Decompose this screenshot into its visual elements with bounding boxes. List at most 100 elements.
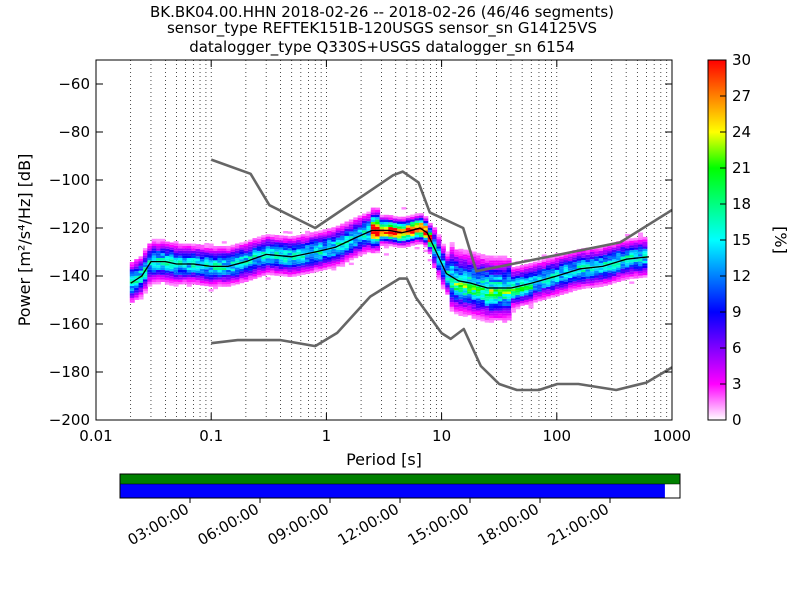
heatmap-cell (326, 249, 332, 253)
heatmap-cell (142, 281, 148, 285)
heatmap-cell (581, 272, 587, 275)
heatmap-cell (467, 305, 473, 309)
heatmap-cell (291, 271, 297, 275)
heatmap-cell (388, 234, 394, 237)
heatmap-cell (414, 234, 420, 238)
heatmap-cell (528, 306, 534, 309)
heatmap-cell (383, 241, 389, 244)
heatmap-cell (515, 273, 521, 276)
heatmap-cell (506, 265, 512, 268)
heatmap-cell (204, 281, 210, 284)
heatmap-cell (572, 257, 578, 260)
heatmap-cell (173, 241, 179, 244)
heatmap-cell (296, 235, 302, 238)
heatmap-cell (427, 249, 433, 252)
heatmap-cell (305, 264, 311, 267)
heatmap-cell (370, 246, 376, 249)
heatmap-cell (563, 276, 569, 280)
heatmap-cell (287, 262, 293, 266)
heatmap-cell (638, 246, 644, 250)
heatmap-cell (462, 283, 468, 286)
heatmap-cell (603, 278, 608, 282)
heatmap-cell (331, 265, 337, 269)
heatmap-cell (572, 283, 578, 287)
heatmap-cell (506, 298, 512, 302)
heatmap-cell (458, 275, 464, 278)
heatmap-cell (554, 260, 560, 263)
heatmap-cell (191, 279, 197, 282)
heatmap-cell (278, 244, 284, 248)
heatmap-cell (283, 259, 289, 263)
heatmap-cell (270, 236, 275, 240)
heatmap-cell (458, 248, 464, 252)
heatmap-cell (462, 290, 468, 293)
heatmap-cell (620, 263, 626, 267)
heatmap-cell (256, 272, 262, 275)
heatmap-cell (638, 232, 644, 235)
heatmap-cell (484, 305, 490, 309)
heatmap-cell (195, 258, 201, 261)
heatmap-cell (423, 237, 429, 241)
heatmap-cell (151, 246, 157, 249)
heatmap-cell (217, 284, 223, 287)
heatmap-cell (270, 270, 275, 273)
heatmap-cell (156, 265, 162, 268)
heatmap-cell (322, 231, 328, 235)
heatmap-cell (270, 241, 275, 245)
heatmap-cell (353, 231, 359, 235)
heatmap-cell (370, 210, 376, 213)
heatmap-cell (480, 275, 486, 279)
heatmap-cell (309, 249, 315, 252)
heatmap-cell (624, 267, 630, 270)
heatmap-cell (243, 277, 249, 280)
heatmap-cell (576, 251, 582, 254)
heatmap-cell (541, 254, 547, 257)
y-tick-label: −60 (58, 75, 90, 93)
heatmap-cell (362, 218, 367, 221)
heatmap-cell (221, 279, 227, 282)
heatmap-cell (243, 262, 249, 266)
heatmap-cell (423, 235, 429, 238)
heatmap-cell (515, 290, 521, 293)
time-tick-label: 21:00:00 (545, 500, 612, 549)
heatmap-cell (484, 315, 490, 318)
heatmap-cell (427, 242, 433, 245)
heatmap-cell (186, 248, 192, 251)
heatmap-cell (397, 243, 403, 246)
heatmap-cell (642, 236, 648, 240)
heatmap-cell (563, 262, 569, 265)
heatmap-cell (567, 289, 573, 293)
heatmap-cell (208, 262, 214, 266)
heatmap-cell (156, 267, 162, 270)
heatmap-cell (475, 308, 481, 311)
heatmap-cell (401, 221, 407, 224)
heatmap-cell (462, 261, 468, 265)
heatmap-cell (611, 249, 617, 253)
heatmap-cell (458, 292, 464, 295)
heatmap-cell (370, 222, 376, 225)
heatmap-cell (559, 275, 565, 279)
heatmap-cell (274, 234, 280, 238)
heatmap-cell (594, 275, 600, 278)
heatmap-cell (484, 281, 490, 285)
heatmap-cell (283, 235, 289, 239)
heatmap-cell (353, 222, 359, 225)
heatmap-cell (414, 239, 420, 243)
heatmap-cell (449, 268, 455, 271)
heatmap-cell (340, 223, 346, 226)
heatmap-cell (362, 227, 367, 231)
heatmap-cell (392, 237, 398, 240)
heatmap-cell (405, 237, 411, 240)
heatmap-cell (234, 279, 240, 282)
heatmap-cell (213, 267, 219, 270)
heatmap-cell (624, 255, 630, 258)
heatmap-cell (169, 244, 175, 248)
heatmap-cell (475, 317, 481, 321)
heatmap-cell (537, 260, 543, 263)
heatmap-cell (318, 239, 324, 243)
heatmap-cell (585, 250, 591, 253)
title-line-2: sensor_type REFTEK151B-120USGS sensor_sn… (167, 19, 597, 38)
heatmap-cell (418, 232, 424, 235)
heatmap-cell (129, 269, 135, 272)
